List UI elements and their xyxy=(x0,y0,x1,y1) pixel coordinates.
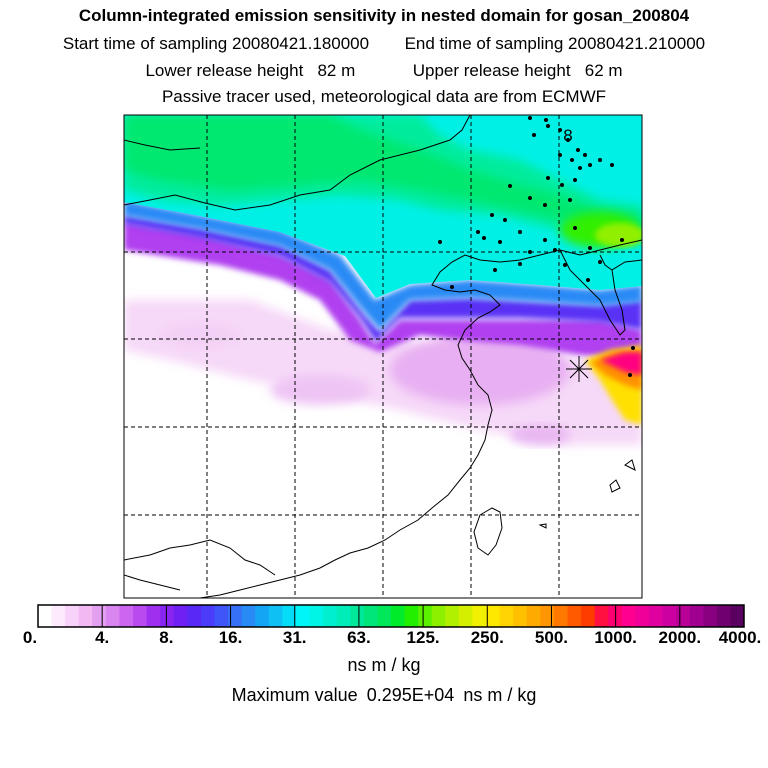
receptor-star-icon xyxy=(566,356,592,382)
release-heights: Lower release height 82 m Upper release … xyxy=(0,61,768,81)
colorbar-cell xyxy=(268,605,283,627)
colorbar-tick-label: 16. xyxy=(218,628,243,647)
colorbar-cell xyxy=(486,605,501,627)
max-number: 0.295E+04 xyxy=(366,685,455,705)
colorbar-cell xyxy=(553,605,568,627)
colorbar-cell xyxy=(350,605,365,627)
colorbar-cell xyxy=(228,605,243,627)
colorbar xyxy=(37,604,745,628)
colorbar-cell xyxy=(133,605,148,627)
colorbar-cell xyxy=(513,605,528,627)
colorbar-cell xyxy=(363,605,378,627)
colorbar-tick-label: 125. xyxy=(406,628,440,647)
colorbar-cell xyxy=(662,605,677,627)
colorbar-cell xyxy=(119,605,134,627)
colorbar-cell xyxy=(621,605,636,627)
colorbar-cell xyxy=(445,605,460,627)
upper-height-value: 62 m xyxy=(584,61,623,80)
colorbar-cell xyxy=(635,605,650,627)
colorbar-tick-label: 0. xyxy=(22,628,38,647)
colorbar-cell xyxy=(594,605,609,627)
colorbar-cell xyxy=(295,605,311,627)
colorbar-cell xyxy=(391,605,406,627)
colorbar-cell xyxy=(282,605,297,627)
map-frame xyxy=(123,114,643,599)
colorbar-cell xyxy=(689,605,704,627)
colorbar-cell xyxy=(730,605,745,627)
colorbar-cell xyxy=(78,605,93,627)
colorbar-cell xyxy=(716,605,731,627)
colorbar-cell xyxy=(160,605,175,627)
colorbar-cell xyxy=(581,605,596,627)
colorbar-cell xyxy=(458,605,473,627)
colorbar-cell xyxy=(51,605,66,627)
colorbar-cell xyxy=(567,605,582,627)
lat-lon-grid xyxy=(124,115,642,598)
colorbar-cell xyxy=(309,605,324,627)
colorbar-cell xyxy=(92,605,107,627)
colorbar-cell xyxy=(472,605,487,627)
colorbar-tick-label: 4000. xyxy=(718,628,762,647)
colorbar-cell xyxy=(65,605,80,627)
colorbar-cell xyxy=(418,605,433,627)
colorbar-cell xyxy=(676,605,691,627)
colorbar-tick-label: 8. xyxy=(159,628,174,647)
lower-height-label: Lower release height xyxy=(145,61,304,80)
upper-height-label: Upper release height xyxy=(412,61,571,80)
colorbar-tick-label: 2000. xyxy=(658,628,702,647)
colorbar-cells xyxy=(38,605,745,627)
sampling-times: Start time of sampling 20080421.180000 E… xyxy=(0,34,768,54)
colorbar-cell xyxy=(648,605,664,627)
colorbar-tick-label: 63. xyxy=(347,628,371,647)
colorbar-cell xyxy=(214,605,229,627)
colorbar-cell xyxy=(499,605,514,627)
colorbar-cell xyxy=(526,605,541,627)
colorbar-cell xyxy=(377,605,392,627)
colorbar-cell xyxy=(146,605,161,627)
marker-label: 8 xyxy=(563,126,572,145)
colorbar-units: ns m / kg xyxy=(347,655,421,675)
colorbar-cell xyxy=(187,605,202,627)
colorbar-cell xyxy=(336,605,351,627)
colorbar-cell xyxy=(38,605,53,627)
start-time-label: Start time of sampling xyxy=(62,34,228,53)
station-dots xyxy=(438,116,635,377)
colorbar-tick-label: 1000. xyxy=(594,628,637,647)
model-note: Passive tracer used, meteorological data… xyxy=(161,87,607,106)
end-time-label: End time of sampling xyxy=(404,34,564,53)
colorbar-frame xyxy=(37,604,745,628)
sensitivity-map: 8 xyxy=(123,114,643,599)
colorbar-tick-label: 4. xyxy=(95,628,110,647)
colorbar-cell xyxy=(703,605,718,627)
colorbar-cell xyxy=(540,605,555,627)
colorbar-cell xyxy=(323,605,338,627)
colorbar-dividers xyxy=(101,605,681,627)
colorbar-cell xyxy=(404,605,419,627)
max-label: Maximum value xyxy=(231,685,358,705)
colorbar-cell xyxy=(200,605,215,627)
colorbar-cell xyxy=(105,605,120,627)
colorbar-cell xyxy=(241,605,256,627)
maximum-value: Maximum value 0.295E+04 ns m / kg xyxy=(0,685,768,706)
colorbar-tick-label: 500. xyxy=(534,628,568,647)
colorbar-tick-label: 31. xyxy=(282,628,307,647)
colorbar-cell xyxy=(255,605,270,627)
colorbar-cell xyxy=(431,605,446,627)
lower-height-value: 82 m xyxy=(317,61,356,80)
colorbar-cell xyxy=(173,605,188,627)
colorbar-tick-label: 250. xyxy=(470,628,504,647)
coastlines xyxy=(124,115,642,598)
max-units: ns m / kg xyxy=(463,685,537,705)
start-time-value: 20080421.180000 xyxy=(232,34,370,53)
end-time-value: 20080421.210000 xyxy=(568,34,706,53)
plot-title: Column-integrated emission sensitivity i… xyxy=(78,6,690,25)
